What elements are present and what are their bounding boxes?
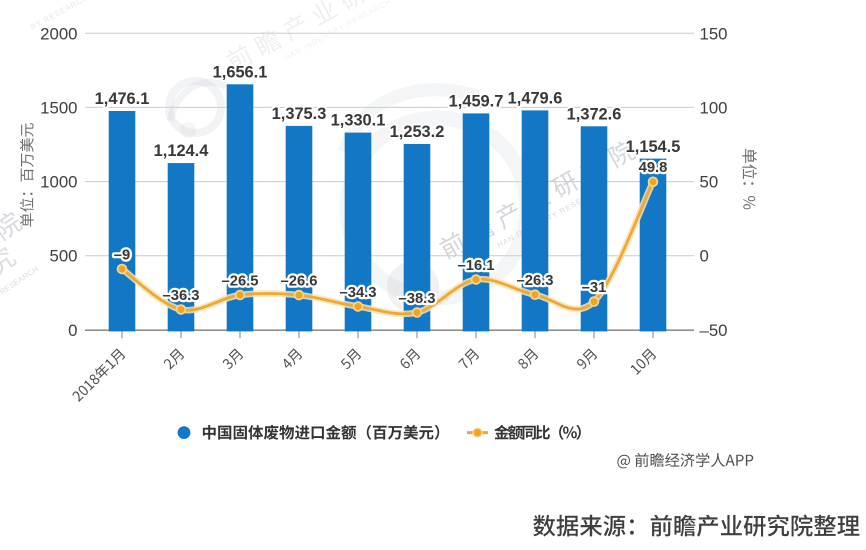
svg-text:1,253.2: 1,253.2 <box>390 123 445 141</box>
svg-text:1500: 1500 <box>40 98 77 117</box>
svg-text:–16.1: –16.1 <box>457 258 494 274</box>
svg-text:1,656.1: 1,656.1 <box>213 63 268 81</box>
svg-text:1,375.3: 1,375.3 <box>272 105 327 123</box>
svg-text:–9: –9 <box>114 247 130 263</box>
svg-text:2000: 2000 <box>40 24 77 43</box>
svg-text:–34.3: –34.3 <box>339 285 376 301</box>
svg-text:–50: –50 <box>700 321 728 340</box>
svg-text:–26.3: –26.3 <box>516 273 553 289</box>
svg-text:500: 500 <box>50 247 78 266</box>
svg-text:1,124.4: 1,124.4 <box>154 142 210 160</box>
svg-text:1,372.6: 1,372.6 <box>567 105 622 123</box>
svg-text:1,154.5: 1,154.5 <box>626 138 681 156</box>
svg-text:50: 50 <box>700 173 719 192</box>
svg-text:1,330.1: 1,330.1 <box>331 112 386 130</box>
svg-text:1,459.7: 1,459.7 <box>449 92 504 110</box>
svg-text:0: 0 <box>700 247 709 266</box>
svg-text:–26.5: –26.5 <box>221 273 258 289</box>
svg-text:1000: 1000 <box>40 173 77 192</box>
svg-text:100: 100 <box>700 98 728 117</box>
svg-text:0: 0 <box>68 321 77 340</box>
svg-text:–26.6: –26.6 <box>280 274 317 290</box>
svg-text:–36.3: –36.3 <box>162 288 199 304</box>
svg-text:150: 150 <box>700 24 728 43</box>
svg-text:1,476.1: 1,476.1 <box>95 90 150 108</box>
svg-text:–31: –31 <box>582 280 607 296</box>
svg-text:–38.3: –38.3 <box>398 291 435 307</box>
svg-text:1,479.6: 1,479.6 <box>508 89 563 107</box>
svg-text:49.8: 49.8 <box>639 160 668 176</box>
